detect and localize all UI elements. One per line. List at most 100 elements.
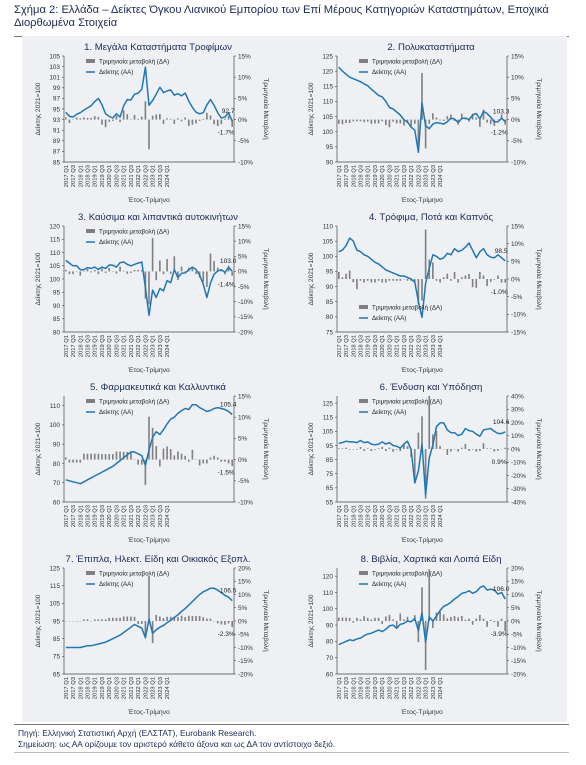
change-bar [180, 615, 183, 621]
change-bar [184, 117, 186, 120]
right-tick-label: -15% [238, 314, 253, 321]
change-bar [395, 449, 398, 450]
chart-fuel-lubricants: 3. Καύσιμα και λιπαντικά αυτοκινήτων 80 85… [34, 212, 270, 374]
left-tick-label: 125 [49, 565, 60, 572]
change-bar [206, 112, 208, 120]
right-tick-label: 10% [238, 238, 251, 245]
right-tick-label: 15% [238, 393, 251, 400]
change-bar [122, 110, 125, 120]
change-bar [227, 115, 230, 120]
last-change-label: -1.0% [491, 289, 508, 296]
change-bar [224, 459, 226, 462]
change-bar [137, 269, 139, 272]
change-bar [220, 459, 223, 462]
change-bar [460, 113, 463, 120]
change-bar [468, 618, 470, 621]
chart-food-drinks-tobacco: 4. Τρόφιμα, Ποτά και Καπνός 75 80 85 90 95 100… [307, 212, 543, 374]
change-bar [108, 119, 111, 122]
chart-title: 3. Καύσιμα και λιπαντικά αυτοκινήτων [78, 212, 238, 223]
change-bar [115, 617, 118, 621]
left-tick-label: 75 [326, 329, 334, 336]
x-tick-label: 2019 Q1 [366, 165, 372, 187]
change-bar [356, 449, 358, 450]
change-bar [413, 449, 416, 483]
left-tick-label: 120 [322, 573, 333, 580]
change-bar [500, 618, 503, 621]
x-tick-label: 2019 Q3 [373, 677, 379, 699]
index-line [338, 66, 506, 154]
legend-bar-label: Τριμηνιαία μεταβολή (ΔΑ) [372, 59, 442, 66]
left-tick-label: 75 [326, 471, 334, 478]
last-change-label: -2.3% [218, 631, 235, 638]
legend-bar-swatch [86, 399, 95, 403]
change-bar [460, 447, 463, 449]
x-tick-label: 2020 Q1 [380, 505, 386, 527]
change-bar [439, 119, 441, 121]
last-change-label: -1.4% [218, 281, 235, 288]
x-tick-label: 2021 Q1 [122, 677, 128, 699]
change-bar [399, 119, 402, 124]
change-bar [450, 114, 452, 120]
x-tick-label: 2018 Q1 [78, 677, 84, 699]
x-tick-label: 2021 Q1 [395, 335, 401, 357]
last-value-label: 106.5 [220, 588, 237, 595]
change-bar [381, 279, 384, 283]
change-bar [191, 268, 194, 272]
change-bar [155, 614, 158, 621]
change-bar [177, 451, 179, 460]
change-bar [337, 119, 340, 124]
change-bar [137, 118, 139, 120]
x-tick-label: 2018 Q3 [86, 505, 92, 527]
x-tick-label: 2022 Q3 [416, 165, 422, 187]
change-bar [173, 616, 176, 621]
x-tick-label: 2022 Q1 [136, 165, 142, 187]
right-tick-label: 15% [511, 579, 524, 586]
change-bar [177, 118, 179, 120]
change-bar [497, 275, 499, 279]
x-tick-label: 2020 Q3 [387, 335, 393, 357]
change-bar [486, 119, 488, 123]
change-bar [413, 119, 416, 124]
change-bar [169, 449, 172, 460]
x-tick-label: 2019 Q3 [100, 335, 106, 357]
left-tick-label: 110 [323, 590, 334, 597]
change-bar [359, 619, 362, 621]
x-tick-label: 2023 Q1 [151, 165, 157, 187]
chart-pharma-cosmetics: 5. Φαρμακευτικά και Καλλυντικά 60 70 80 90 10… [34, 382, 270, 544]
right-tick-label: 40% [511, 393, 524, 400]
change-bar [159, 459, 161, 467]
change-bar [356, 617, 358, 621]
left-tick-label: 90 [326, 159, 334, 166]
change-bar [108, 454, 111, 460]
change-bar [75, 117, 78, 120]
change-bar [392, 619, 394, 621]
x-tick-label: 2020 Q1 [380, 677, 386, 699]
last-value-label: 103.3 [493, 109, 510, 116]
change-bar [497, 621, 499, 627]
change-bar [363, 616, 365, 621]
right-tick-label: -10% [238, 159, 253, 166]
change-bar [374, 279, 376, 283]
change-bar [359, 447, 362, 449]
left-tick-label: 115 [50, 583, 61, 590]
change-bar [421, 72, 423, 120]
change-bar [93, 619, 96, 621]
change-bar [413, 279, 416, 283]
index-line [65, 587, 233, 649]
right-tick-label: 20% [511, 565, 524, 572]
x-tick-label: 2019 Q3 [100, 165, 106, 187]
change-bar [500, 114, 503, 120]
change-bar [395, 119, 398, 124]
change-bar [464, 275, 467, 279]
change-bar [428, 396, 431, 449]
index-line [65, 66, 233, 122]
legend-bar-swatch [86, 229, 95, 233]
right-tick-label: 15% [238, 579, 251, 586]
last-value-label: 105.4 [220, 402, 237, 409]
right-tick-label: 5% [238, 436, 248, 443]
right-tick-label: 0% [238, 269, 248, 276]
change-bar [377, 119, 380, 124]
change-bar [482, 109, 485, 120]
change-bar [482, 618, 485, 621]
change-bar [345, 119, 347, 123]
